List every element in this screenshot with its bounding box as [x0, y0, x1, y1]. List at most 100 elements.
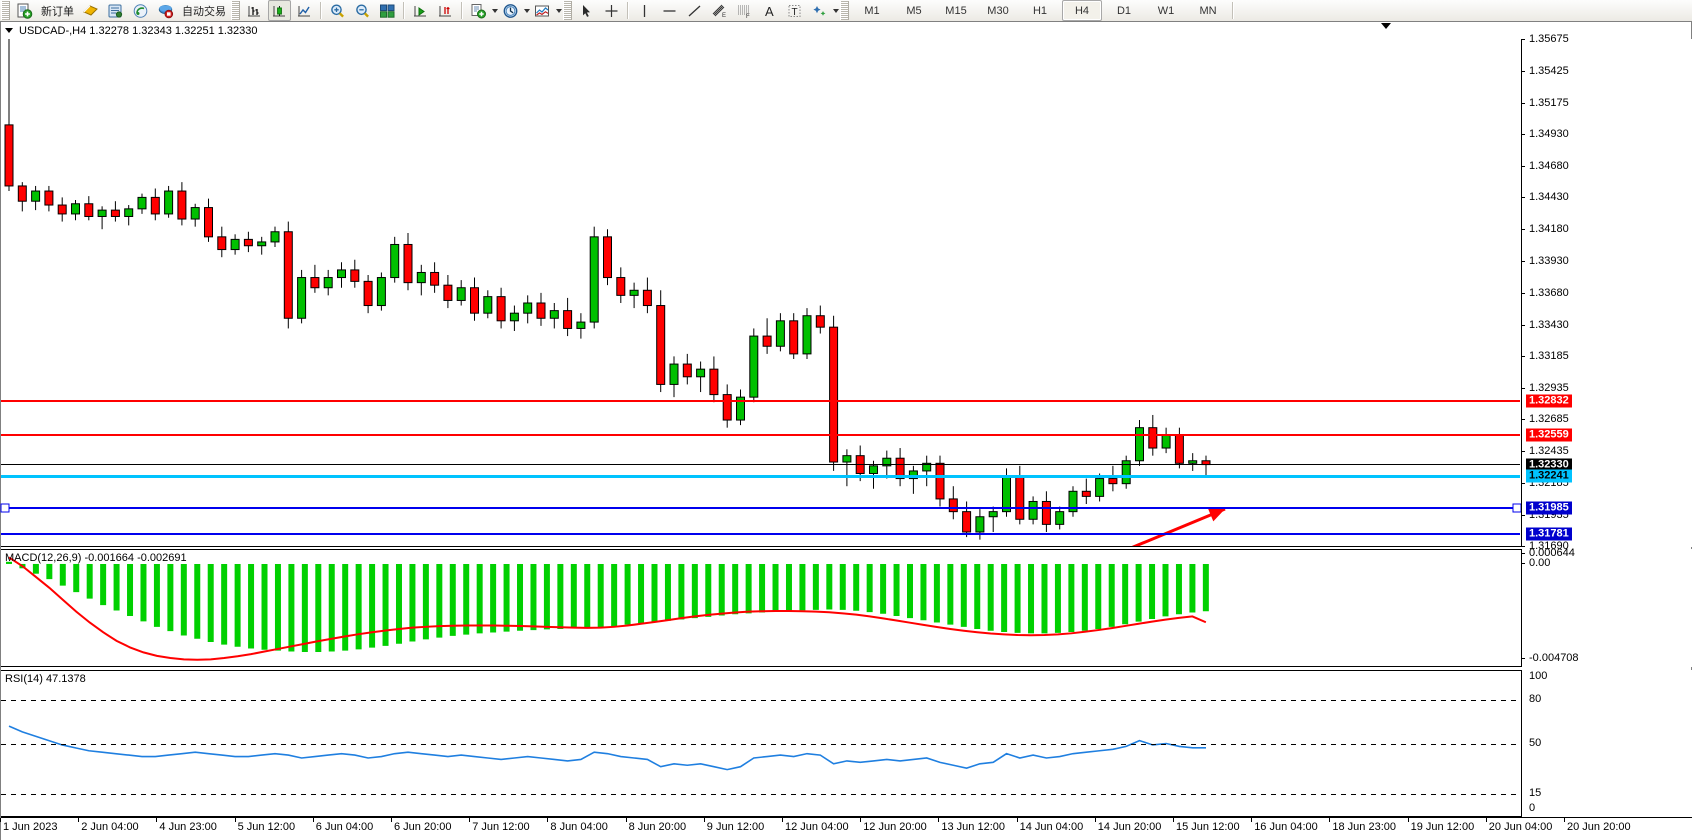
symbol-header-text: USDCAD-,H4 1.32278 1.32343 1.32251 1.323… — [19, 24, 258, 37]
timeframe-h4[interactable]: H4 — [1062, 0, 1102, 21]
rsi-level-80 — [1, 700, 1520, 701]
text-icon[interactable]: A — [758, 0, 781, 21]
toolbar-grip-3[interactable] — [563, 1, 572, 20]
price-tick — [1521, 514, 1525, 516]
price-tick — [1521, 165, 1525, 167]
text-label-icon[interactable]: T — [783, 0, 806, 21]
autotrading-icon[interactable] — [154, 0, 177, 21]
chart-window[interactable]: USDCAD-,H4 1.32278 1.32343 1.32251 1.323… — [0, 21, 1692, 840]
timeframe-bar: M1 M5 M15 M30 H1 H4 D1 W1 MN — [851, 0, 1229, 21]
support-line-1-label[interactable]: 1.31985 — [1526, 501, 1572, 515]
candlestick-chart-icon[interactable] — [268, 0, 291, 21]
chart-menu-caret-icon[interactable] — [5, 28, 13, 33]
zoom-out-icon[interactable] — [351, 0, 374, 21]
support-line-2-label[interactable]: 1.31781 — [1526, 527, 1572, 541]
auto-scroll-icon[interactable] — [409, 0, 432, 21]
support-line-1[interactable] — [1, 507, 1520, 510]
support-line-anchor-left[interactable] — [0, 503, 10, 513]
time-axis-tick — [312, 818, 314, 822]
time-axis-label: 6 Jun 04:00 — [315, 821, 374, 833]
price-pane[interactable] — [0, 39, 1522, 547]
toolbar-grip-1[interactable] — [1, 1, 10, 20]
shapes-dropdown-caret[interactable] — [833, 8, 839, 13]
price-tick-label: 1.32935 — [1529, 381, 1569, 394]
time-axis-tick — [234, 818, 236, 822]
ask-line-label[interactable]: 1.32330 — [1526, 458, 1572, 472]
toolbar-grip-2[interactable] — [231, 1, 240, 20]
bid-line-label[interactable]: 1.32241 — [1526, 469, 1572, 483]
resistance-line-2[interactable] — [1, 434, 1520, 437]
price-tick — [1521, 324, 1525, 326]
horizontal-line-icon[interactable] — [658, 0, 681, 21]
time-axis-label: 14 Jun 20:00 — [1097, 821, 1162, 833]
expert-advisor-icon[interactable] — [79, 0, 102, 21]
chart-shift-icon[interactable] — [434, 0, 457, 21]
periods-dropdown-caret[interactable] — [524, 8, 530, 13]
toolbar-grip-4[interactable] — [840, 1, 849, 20]
bar-chart-icon[interactable] — [243, 0, 266, 21]
price-tick-label: 1.34930 — [1529, 127, 1569, 140]
time-axis[interactable]: 1 Jun 2023 2 Jun 04:00 4 Jun 23:00 5 Jun 12… — [0, 817, 1692, 840]
time-axis-tick — [1329, 818, 1331, 822]
timeframe-d1[interactable]: D1 — [1116, 4, 1132, 17]
time-axis-label: 20 Jun 20:00 — [1567, 821, 1631, 833]
macd-axis-line — [1521, 549, 1522, 667]
tile-windows-icon[interactable] — [376, 0, 399, 21]
timeframe-m1[interactable]: M1 — [864, 4, 880, 17]
timeframe-m5[interactable]: M5 — [906, 4, 922, 17]
line-chart-icon[interactable] — [293, 0, 316, 21]
indicators-icon[interactable] — [467, 0, 490, 21]
new-order-icon[interactable] — [13, 0, 36, 21]
macd-pane[interactable]: MACD(12,26,9) -0.001664 -0.002691 — [1, 549, 1521, 667]
support-line-2[interactable] — [1, 533, 1520, 536]
time-axis-tick — [547, 818, 549, 822]
toolbar-separator-1 — [320, 2, 322, 19]
time-axis-tick — [860, 818, 862, 822]
equidistant-channel-icon[interactable]: E — [708, 0, 731, 21]
time-axis-label: 1 Jun 2023 — [3, 821, 58, 833]
price-tick — [1521, 197, 1525, 199]
timeframe-mn[interactable]: MN — [1199, 4, 1217, 17]
price-tick — [1521, 451, 1525, 453]
rsi-level-50 — [1, 743, 1520, 745]
trendline-icon[interactable] — [683, 0, 706, 21]
signals-icon[interactable] — [129, 0, 152, 21]
indicators-dropdown-caret[interactable] — [492, 8, 498, 13]
candlestick-plot — [4, 39, 1211, 540]
crosshair-icon[interactable] — [600, 0, 623, 21]
timeframe-w1[interactable]: W1 — [1157, 4, 1175, 17]
shapes-icon[interactable] — [808, 0, 831, 21]
templates-icon[interactable] — [531, 0, 554, 21]
resistance-line-2-label[interactable]: 1.32559 — [1526, 428, 1572, 442]
fibonacci-icon[interactable]: F — [733, 0, 756, 21]
rsi-axis-line — [1521, 670, 1522, 817]
timeframe-m15[interactable]: M15 — [945, 4, 967, 17]
periods-icon[interactable] — [499, 0, 522, 21]
zoom-in-icon[interactable] — [326, 0, 349, 21]
rsi-pane[interactable]: RSI(14) 47.1378 — [1, 670, 1521, 817]
price-axis[interactable]: 1.35675 1.35425 1.35175 1.34930 1.34680 1.344… — [1521, 33, 1692, 552]
time-axis-label: 13 Jun 12:00 — [941, 821, 1006, 833]
ask-line[interactable] — [1, 463, 1520, 465]
timeframe-h1[interactable]: H1 — [1032, 4, 1048, 17]
time-axis-label: 20 Jun 04:00 — [1488, 821, 1553, 833]
time-axis-label: 18 Jun 23:00 — [1332, 821, 1397, 833]
resistance-line-1[interactable] — [1, 399, 1520, 402]
macd-tick-label: 0.00 — [1529, 557, 1551, 569]
bid-line[interactable] — [1, 474, 1520, 478]
vertical-line-icon[interactable] — [633, 0, 656, 21]
chart-scroll-marker-icon[interactable] — [1381, 23, 1391, 29]
new-order-label[interactable]: 新订单 — [41, 5, 74, 18]
timeframe-m30[interactable]: M30 — [987, 4, 1009, 17]
cursor-icon[interactable] — [575, 0, 598, 21]
rsi-axis: 100 80 50 15 0 — [1521, 670, 1692, 817]
resistance-line-1-label[interactable]: 1.32832 — [1526, 394, 1572, 408]
price-tick — [1521, 39, 1525, 40]
templates-dropdown-caret[interactable] — [556, 8, 562, 13]
autotrading-label[interactable]: 自动交易 — [182, 5, 226, 18]
terminal-icon[interactable] — [104, 0, 127, 21]
time-axis-label: 15 Jun 12:00 — [1176, 821, 1240, 833]
rsi-tick-label: 0 — [1529, 802, 1536, 814]
time-axis-label: 2 Jun 04:00 — [81, 821, 139, 833]
toolbar-separator-3 — [461, 2, 463, 19]
